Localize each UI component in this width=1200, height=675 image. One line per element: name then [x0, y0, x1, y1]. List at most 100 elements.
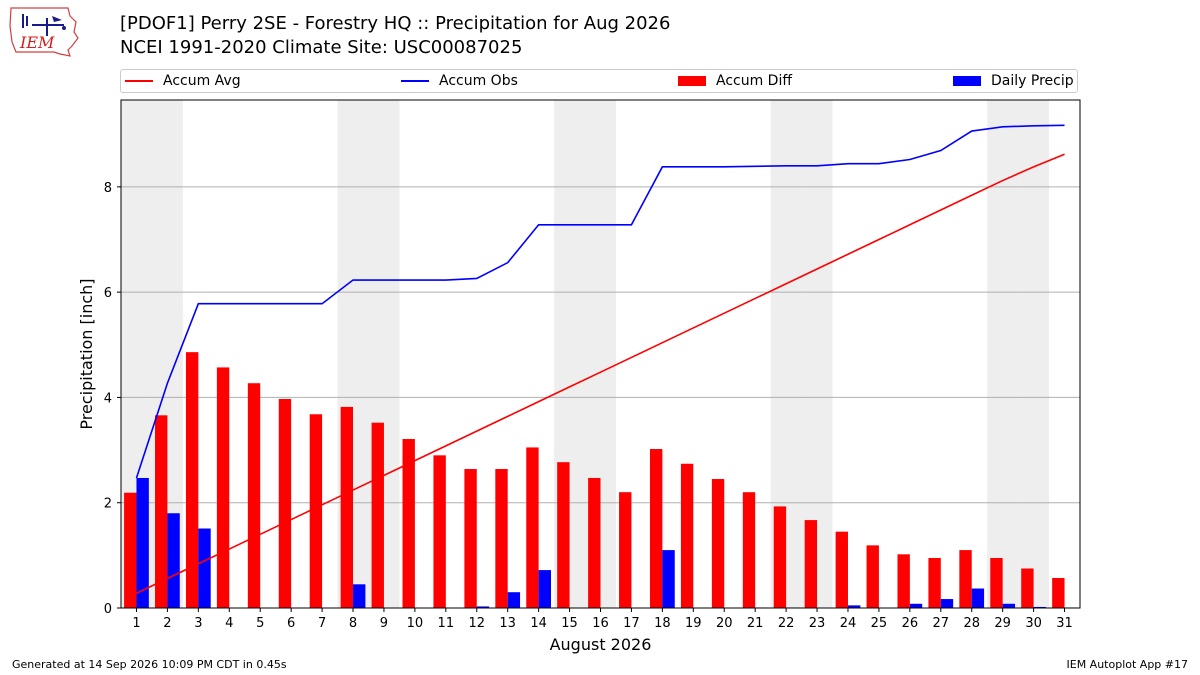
x-tick-label-24: 24 — [840, 616, 857, 631]
legend-entry-accum-avg: Accum Avg — [125, 70, 241, 92]
bar-daily-precip-3 — [198, 528, 211, 608]
x-tick-label-5: 5 — [256, 616, 264, 631]
x-tick-label-9: 9 — [380, 616, 388, 631]
x-tick-label-16: 16 — [592, 616, 609, 631]
iem-logo: IEM — [9, 7, 79, 57]
y-tick-label-2: 2 — [104, 497, 112, 512]
x-tick-label-13: 13 — [499, 616, 516, 631]
bar-accum-diff-29 — [990, 557, 1003, 608]
x-tick-label-6: 6 — [287, 616, 295, 631]
chart-legend: Accum Avg Accum Obs Accum Diff Daily Pre… — [120, 69, 1078, 93]
line-accum-avg — [136, 153, 1065, 594]
bar-daily-precip-28 — [971, 588, 985, 608]
x-tick-label-17: 17 — [623, 616, 640, 631]
bar-accum-diff-15 — [557, 462, 570, 608]
bar-daily-precip-8 — [353, 584, 366, 608]
bar-accum-diff-26 — [897, 554, 910, 608]
chart-subtitle: NCEI 1991-2020 Climate Site: USC00087025 — [120, 37, 523, 58]
logo-text: IEM — [19, 33, 55, 52]
footer-app: IEM Autoplot App #17 — [1066, 658, 1189, 671]
bar-accum-diff-4 — [216, 367, 230, 608]
bar-accum-diff-23 — [804, 520, 818, 608]
x-tick-label-31: 31 — [1056, 616, 1073, 631]
bar-accum-diff-8 — [340, 406, 354, 608]
bar-daily-precip-26 — [909, 603, 923, 608]
bar-daily-precip-12 — [476, 606, 490, 608]
weekend-bands — [121, 100, 1050, 608]
bar-accum-diff-3 — [185, 352, 199, 608]
legend-swatch-accum-diff — [678, 76, 706, 86]
bar-accum-diff-10 — [402, 439, 415, 608]
bar-accum-diff-28 — [959, 550, 972, 608]
axes: 1 2 3 4 5 6 7 8 9 10 11 12 13 14 15 16 17 18 19 20 21 22 23 24 2… — [104, 181, 1073, 631]
bar-accum-diff-9 — [371, 422, 384, 608]
legend-entry-accum-obs: Accum Obs — [401, 70, 518, 92]
y-tick-label-6: 6 — [104, 286, 112, 301]
bar-daily-precip-30 — [1033, 606, 1046, 608]
y-tick-label-8: 8 — [104, 181, 112, 196]
chart-title: [PDOF1] Perry 2SE - Forestry HQ :: Preci… — [120, 13, 671, 34]
bar-daily-precip-13 — [507, 592, 521, 608]
x-tick-label-1: 1 — [132, 616, 140, 631]
footer-generated: Generated at 14 Sep 2026 10:09 PM CDT in… — [12, 658, 287, 671]
bar-accum-diff-22 — [773, 506, 787, 608]
bar-accum-diff-20 — [711, 479, 725, 608]
weather-station-icon — [22, 14, 66, 36]
x-tick-label-4: 4 — [225, 616, 233, 631]
shaded-day-30 — [1018, 100, 1050, 608]
bar-accum-diff-18 — [649, 449, 663, 608]
bar-accum-diff-19 — [680, 463, 694, 608]
x-tick-label-12: 12 — [468, 616, 485, 631]
legend-entry-accum-diff: Accum Diff — [678, 70, 792, 92]
x-tick-label-8: 8 — [349, 616, 357, 631]
x-tick-label-11: 11 — [438, 616, 455, 631]
bar-accum-diff-12 — [464, 469, 477, 608]
x-tick-label-27: 27 — [933, 616, 950, 631]
x-tick-label-19: 19 — [685, 616, 702, 631]
line-accum-obs — [135, 124, 1065, 479]
bar-daily-precip-18 — [662, 550, 675, 608]
x-tick-label-30: 30 — [1025, 616, 1042, 631]
bar-accum-diff-11 — [433, 455, 446, 608]
legend-label-accum-diff: Accum Diff — [716, 73, 793, 89]
x-tick-label-2: 2 — [163, 616, 171, 631]
bar-accum-diff-5 — [247, 383, 261, 608]
x-tick-label-28: 28 — [963, 616, 980, 631]
y-axis-label: Precipitation [inch] — [77, 278, 96, 429]
bar-accum-diff-17 — [619, 492, 632, 608]
bar-accum-diff-16 — [588, 477, 601, 608]
bar-accum-diff-7 — [309, 414, 323, 608]
x-axis-label: August 2026 — [550, 635, 652, 654]
y-tick-label-4: 4 — [104, 391, 112, 406]
bars — [124, 352, 1077, 608]
bar-accum-diff-1 — [124, 492, 137, 608]
series-lines — [135, 124, 1065, 594]
x-tick-label-23: 23 — [809, 616, 826, 631]
x-tick-label-15: 15 — [561, 616, 578, 631]
x-tick-label-21: 21 — [747, 616, 764, 631]
x-tick-label-20: 20 — [716, 616, 733, 631]
x-tick-label-26: 26 — [902, 616, 919, 631]
x-tick-label-29: 29 — [994, 616, 1011, 631]
bar-daily-precip-14 — [538, 570, 552, 608]
bar-accum-diff-21 — [742, 492, 756, 608]
bar-accum-diff-27 — [928, 557, 941, 608]
bar-daily-precip-29 — [1002, 603, 1016, 608]
bar-accum-diff-30 — [1021, 568, 1034, 608]
bar-accum-diff-6 — [278, 399, 292, 608]
bar-accum-diff-14 — [526, 447, 539, 608]
bar-accum-diff-2 — [155, 415, 168, 608]
bar-daily-precip-27 — [940, 599, 954, 608]
bar-daily-precip-1 — [136, 477, 149, 608]
bar-daily-precip-24 — [847, 605, 861, 608]
x-tick-label-7: 7 — [318, 616, 326, 631]
x-tick-label-3: 3 — [194, 616, 202, 631]
legend-swatch-accum-obs — [401, 80, 429, 82]
x-tick-label-14: 14 — [530, 616, 547, 631]
bar-daily-precip-2 — [167, 513, 180, 608]
bar-accum-diff-25 — [866, 545, 879, 608]
legend-swatch-accum-avg — [125, 80, 153, 82]
y-tick-label-0: 0 — [104, 602, 112, 617]
x-tick-label-10: 10 — [407, 616, 424, 631]
